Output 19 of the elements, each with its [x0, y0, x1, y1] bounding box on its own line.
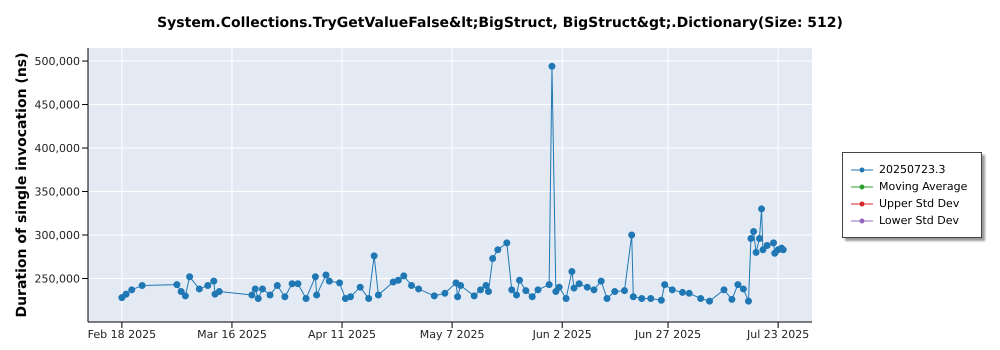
y-tick-label: 250,000	[34, 272, 80, 286]
y-tick-label: 350,000	[34, 185, 80, 198]
x-tick-label: Jun 2 2025	[532, 328, 592, 341]
legend-label: Moving Average	[879, 180, 968, 193]
x-tick-label: Apr 11 2025	[308, 328, 376, 341]
y-tick-label: 300,000	[34, 228, 80, 242]
legend-label: 20250723.3	[879, 163, 946, 176]
legend-label: Upper Std Dev	[879, 197, 960, 210]
x-tick-label: May 7 2025	[420, 328, 484, 341]
y-tick-label: 500,000	[34, 54, 80, 68]
x-tick-label: Mar 16 2025	[197, 328, 267, 341]
x-tick-label: Feb 18 2025	[88, 328, 156, 341]
legend-label: Lower Std Dev	[879, 214, 959, 227]
y-axis-title: Duration of single invocation (ns)	[14, 52, 30, 318]
y-tick-label: 450,000	[34, 98, 80, 112]
x-tick-label: Jun 27 2025	[634, 328, 702, 341]
x-tick-label: Jul 23 2025	[746, 328, 810, 341]
chart-title: System.Collections.TryGetValueFalse&lt;BigStruct, BigStruct&gt;.Dictionary(Size: 512)	[156, 14, 844, 33]
y-tick-label: 400,000	[34, 142, 80, 155]
